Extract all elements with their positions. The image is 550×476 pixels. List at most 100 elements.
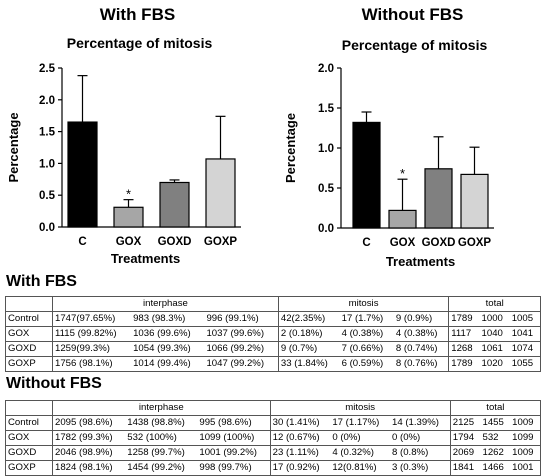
y-axis-title: Percentage (283, 113, 298, 183)
table-group-header: total (448, 296, 541, 312)
table-cell: 0 (0%) (390, 430, 451, 446)
counts-table-without-fbs: interphase mitosis total Control 2095 (98.6%… (5, 400, 542, 476)
table-cell: 1037 (99.6%) (204, 326, 279, 342)
table-row: Control 2095 (98.6%) 1438 (98.8%) 995 (98.6… (5, 415, 542, 431)
table-title-with-fbs: With FBS (6, 273, 77, 290)
table-cell: 1824 (98.1%) (52, 460, 126, 476)
table-cell: 1259(99.3%) (52, 341, 132, 357)
table-cell: 1055 (509, 356, 541, 372)
table-cell: 7 (0.66%) (339, 341, 394, 357)
table-row: GOX 1782 (99.3%) 532 (100%) 1099 (100%) 12 (… (5, 430, 542, 446)
y-tick-label: 2.0 (39, 95, 55, 107)
row-label: GOXP (5, 356, 53, 372)
bar-chart-without-fbs: Percentage of mitosis 0.0 0.5 1.0 1.5 2.0 C * GO… (283, 37, 494, 269)
table-cell: 1061 (479, 341, 510, 357)
table-corner-cell (5, 400, 53, 416)
chart-title: Percentage of mitosis (67, 35, 213, 51)
table-cell: 983 (98.3%) (131, 311, 205, 327)
row-label: GOX (5, 326, 53, 342)
table-cell: 4 (0.38%) (339, 326, 394, 342)
chart-title: Percentage of mitosis (342, 37, 488, 53)
table-cell: 42(2.35%) (277, 311, 340, 327)
table-cell: 9 (0.7%) (277, 341, 340, 357)
table-row: Control 1747(97.65%) 983 (98.3%) 996 (99.1%… (5, 311, 541, 327)
bar-goxp (460, 173, 489, 229)
bar-gox (113, 206, 144, 228)
table-row: GOXP 1756 (98.1%) 1014 (99.4%) 1047 (99.2%)… (5, 356, 541, 372)
x-tick-label: GOXP (204, 236, 238, 248)
table-cell: 30 (1.41%) (269, 415, 331, 431)
y-tick-label: 1.0 (318, 143, 334, 155)
bar-goxp (205, 158, 236, 228)
bar-goxd (159, 181, 190, 228)
table-cell: 1099 (510, 430, 542, 446)
x-tick-label: C (78, 236, 86, 248)
table-cell: 1747(97.65%) (52, 311, 132, 327)
table-cell: 1074 (509, 341, 541, 357)
x-tick-label: GOX (390, 237, 416, 249)
row-label: Control (5, 311, 53, 327)
table-cell: 14 (1.39%) (390, 415, 451, 431)
table-cell: 1001 (510, 460, 542, 476)
table-cell: 1041 (509, 326, 541, 342)
table-group-header: interphase (52, 400, 271, 416)
y-tick-label: 0.5 (318, 183, 335, 195)
table-corner-cell (5, 296, 53, 312)
y-tick-label: 1.0 (39, 158, 55, 170)
table-cell: 996 (99.1%) (204, 311, 279, 327)
table-cell: 1438 (98.8%) (125, 415, 198, 431)
table-cell: 1054 (99.3%) (131, 341, 205, 357)
table-cell: 1047 (99.2%) (204, 356, 279, 372)
x-tick-label: GOX (116, 236, 142, 248)
table-cell: 532 (100%) (125, 430, 198, 446)
table-header-row: interphase mitosis total (5, 296, 541, 312)
table-group-header: mitosis (269, 400, 451, 416)
table-cell: 1756 (98.1%) (52, 356, 132, 372)
table-cell: 1454 (99.2%) (125, 460, 198, 476)
table-cell: 1009 (510, 415, 542, 431)
y-tick-label: 0.0 (39, 222, 55, 234)
bar-goxd (424, 168, 453, 229)
table-cell: 0 (0%) (330, 430, 390, 446)
y-tick-label: 1.5 (39, 127, 56, 139)
table-cell: 2125 (449, 415, 481, 431)
table-title-without-fbs: Without FBS (6, 375, 102, 392)
table-cell: 1789 (448, 311, 480, 327)
panel-heading: Without FBS (361, 5, 464, 24)
table-cell: 1455 (480, 415, 511, 431)
panel-heading: With FBS (99, 5, 176, 24)
bar-c (352, 121, 381, 229)
table-cell: 1262 (480, 445, 511, 461)
table-cell: 1794 (449, 430, 481, 446)
x-tick-label: C (362, 237, 370, 249)
table-cell: 2069 (449, 445, 481, 461)
significance-marker: * (126, 187, 131, 202)
table-cell: 532 (480, 430, 511, 446)
table-cell: 1789 (448, 356, 480, 372)
table-cell: 995 (98.6%) (197, 415, 271, 431)
row-label: GOXD (5, 341, 53, 357)
row-label: GOX (5, 430, 53, 446)
table-group-header: total (449, 400, 542, 416)
table-cell: 1782 (99.3%) (52, 430, 126, 446)
x-tick-label: GOXD (158, 236, 192, 248)
table-cell: 8 (0.76%) (393, 356, 450, 372)
table-cell: 1841 (449, 460, 481, 476)
table-cell: 1466 (480, 460, 511, 476)
row-label: GOXD (5, 445, 53, 461)
chart-panel-without-fbs: Without FBS Percentage of mitosis 0.0 0.5 1… (275, 0, 550, 272)
table-cell: 1066 (99.2%) (204, 341, 279, 357)
table-cell: 1099 (100%) (197, 430, 271, 446)
table-cell: 1014 (99.4%) (131, 356, 205, 372)
table-cell: 1009 (510, 445, 542, 461)
table-cell: 1001 (99.2%) (197, 445, 271, 461)
row-label: GOXP (5, 460, 53, 476)
x-axis-title: Treatments (386, 254, 455, 269)
table-cell: 6 (0.59%) (339, 356, 394, 372)
table-group-header: mitosis (277, 296, 450, 312)
x-axis-title: Treatments (111, 251, 180, 266)
table-cell: 1000 (479, 311, 510, 327)
table-cell: 3 (0.3%) (390, 460, 451, 476)
table-cell: 2 (0.18%) (277, 326, 340, 342)
bar-c (67, 121, 98, 228)
